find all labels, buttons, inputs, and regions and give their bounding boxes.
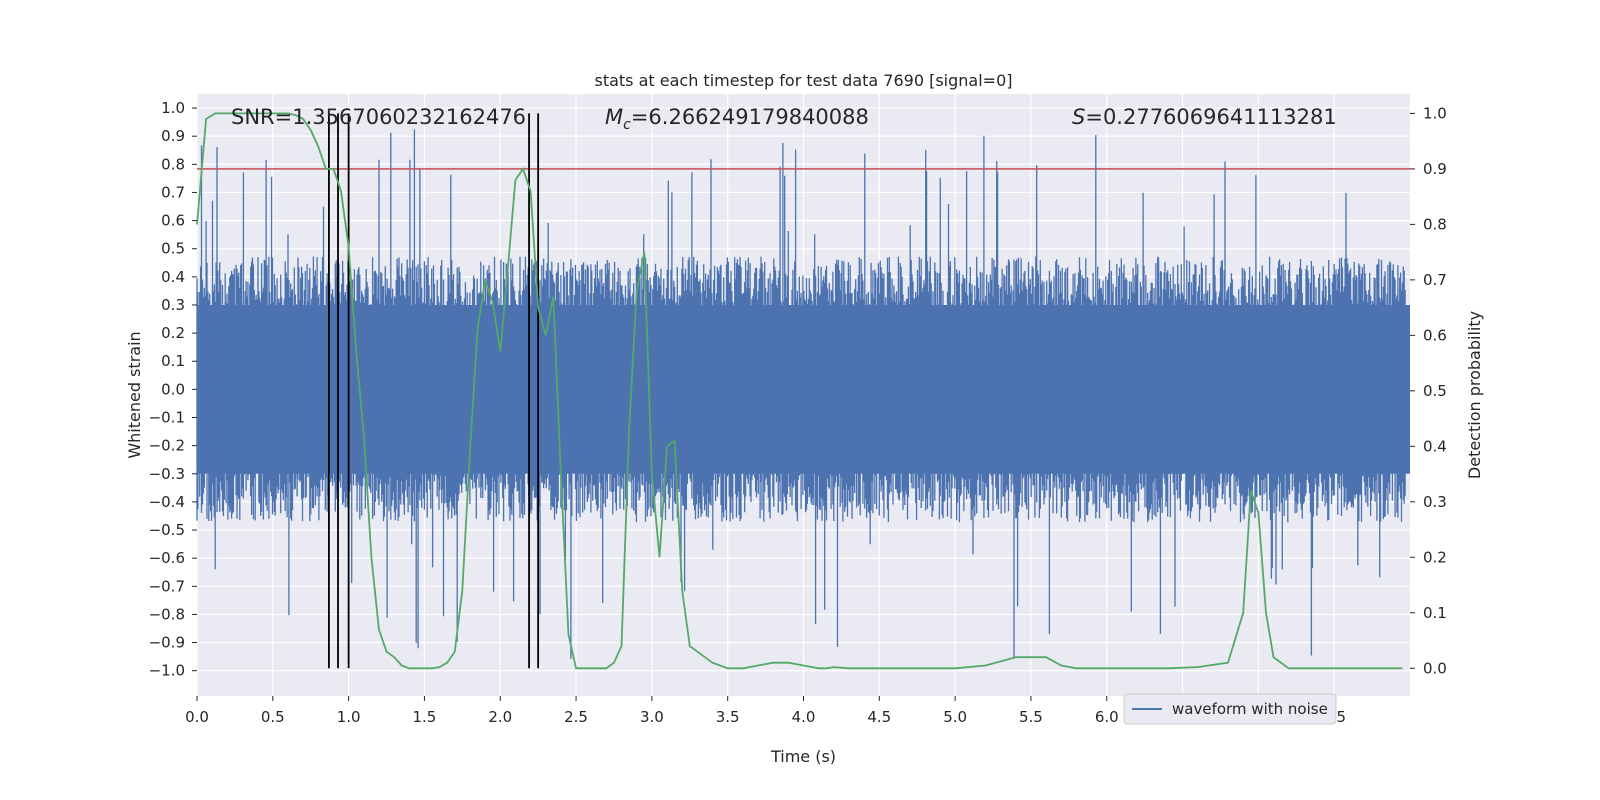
x-tick-label: 2.5	[564, 708, 588, 726]
x-tick-label: 1.5	[413, 708, 437, 726]
x-axis-label: Time (s)	[770, 747, 836, 766]
y-tick-label: −0.6	[149, 549, 185, 567]
x-tick-label: 5.5	[1019, 708, 1043, 726]
y-tick-label: −0.9	[149, 634, 185, 652]
y2-tick-label: 0.3	[1423, 493, 1447, 511]
y2-tick-label: 0.8	[1423, 215, 1447, 233]
x-tick-label: 3.5	[716, 708, 740, 726]
x-tick-label: 2.0	[488, 708, 512, 726]
detection-probability-line	[196, 112, 1403, 670]
y-tick-label: −0.4	[149, 493, 185, 511]
snr-annotation: SNR=1.3567060232162476	[231, 105, 526, 129]
y2-axis-label: Detection probability	[1465, 311, 1484, 479]
y-tick-label: −0.2	[149, 437, 185, 455]
y-tick-label: 0.4	[161, 268, 185, 286]
noise-waveform-series	[196, 129, 1410, 659]
x-tick-label: 0.5	[261, 708, 285, 726]
mc-value: =6.266249179840088	[631, 105, 869, 129]
x-tick-label: 4.0	[792, 708, 816, 726]
y2-tick-label: 0.5	[1423, 382, 1447, 400]
y2-tick-label: 0.0	[1423, 659, 1447, 677]
y-tick-label: −0.1	[149, 409, 185, 427]
y-tick-label: 0.7	[161, 183, 185, 201]
vertical-markers	[328, 113, 540, 669]
chirp-mass-annotation: Mc=6.266249179840088	[605, 105, 869, 133]
s-annotation: S=0.2776069641113281	[1072, 105, 1337, 129]
y-tick-label: −0.7	[149, 577, 185, 595]
y2-axis-ticks: 1.0 0.9 0.8 0.7 0.6 0.5 0.4 0.3 0.2 0.1 0.0	[1410, 104, 1447, 677]
mc-symbol: M	[605, 105, 623, 129]
legend-box	[1123, 693, 1337, 725]
s-value: =0.2776069641113281	[1085, 105, 1336, 129]
y2-tick-label: 0.6	[1423, 326, 1447, 344]
x-tick-label: 6.0	[1095, 708, 1119, 726]
legend: waveform with noise	[1123, 693, 1337, 725]
y-tick-label: 0.0	[161, 380, 185, 398]
x-tick-label: 5.0	[943, 708, 967, 726]
y2-tick-label: 0.4	[1423, 437, 1447, 455]
y-axis-label: Whitened strain	[125, 331, 144, 458]
y-tick-label: 0.1	[161, 352, 185, 370]
y-tick-label: 0.6	[161, 212, 185, 230]
y2-tick-label: 0.9	[1423, 160, 1447, 178]
y-tick-label: −0.5	[149, 521, 185, 539]
x-tick-label: 3.0	[640, 708, 664, 726]
y-tick-label: −0.3	[149, 465, 185, 483]
mc-subscript: c	[623, 117, 631, 133]
legend-label-waveform: waveform with noise	[1172, 700, 1328, 718]
y2-tick-label: 0.2	[1423, 548, 1447, 566]
chart-title: stats at each timestep for test data 769…	[594, 71, 1012, 90]
y-tick-label: 0.9	[161, 127, 185, 145]
y2-tick-label: 0.7	[1423, 271, 1447, 289]
x-tick-label: 0.0	[185, 708, 209, 726]
y-tick-label: 1.0	[161, 99, 185, 117]
y-axis-ticks: 1.0 0.9 0.8 0.7 0.6 0.5 0.4 0.3 0.2 0.1 0.0 −0.1 −0.…	[149, 99, 197, 680]
y2-tick-label: 0.1	[1423, 604, 1447, 622]
y-tick-label: −1.0	[149, 662, 185, 680]
y-tick-label: 0.3	[161, 296, 185, 314]
y-tick-label: 0.8	[161, 155, 185, 173]
x-tick-label: 4.5	[867, 708, 891, 726]
x-tick-label: 1.0	[337, 708, 361, 726]
y2-tick-label: 1.0	[1423, 104, 1447, 122]
y-tick-label: 0.5	[161, 240, 185, 258]
noise-waveform-core	[197, 304, 1410, 474]
s-symbol: S	[1072, 105, 1085, 129]
y-tick-label: −0.8	[149, 605, 185, 623]
y-tick-label: 0.2	[161, 324, 185, 342]
